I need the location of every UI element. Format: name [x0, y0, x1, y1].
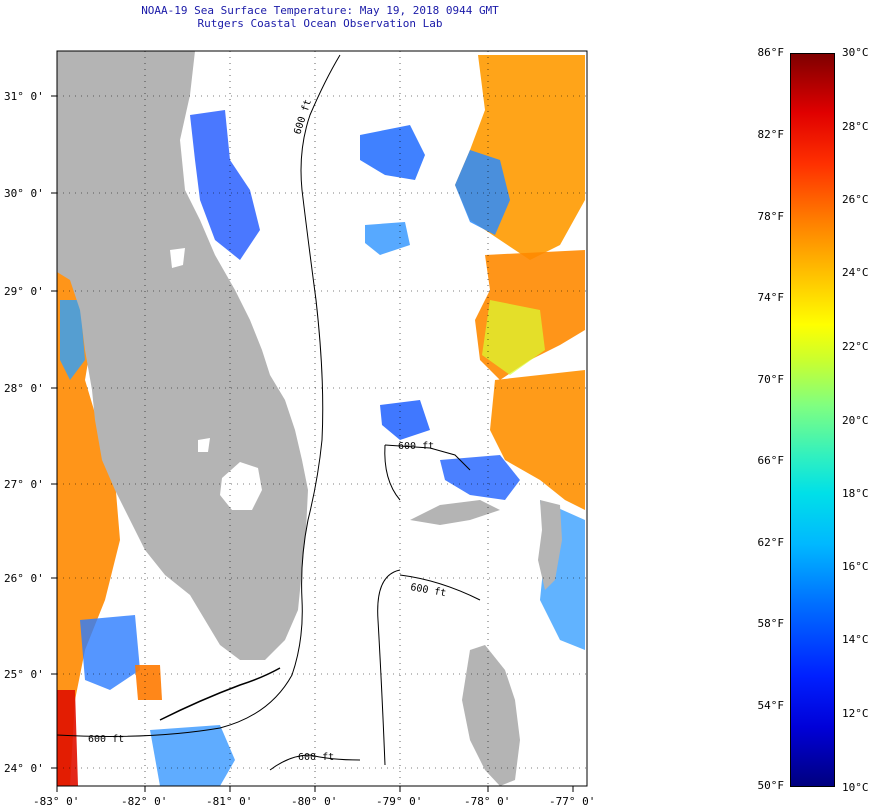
map-title: NOAA-19 Sea Surface Temperature: May 19,… [141, 4, 499, 17]
sst-patch-atlantic-mid-yellow [482, 300, 545, 375]
colorbar-f-label: 74°F [757, 291, 785, 304]
lon-tick-label: -77° 0' [549, 795, 595, 808]
abaco-land [538, 500, 562, 590]
sst-patch-offshore-small [365, 222, 410, 255]
colorbar-f-label: 62°F [757, 536, 785, 549]
colorbar-c-label: 22°C [842, 340, 869, 353]
lon-tick-label: -79° 0' [376, 795, 422, 808]
colorbar-f-label: 58°F [757, 617, 785, 630]
sst-patch-bahamas-north [440, 455, 520, 500]
contour-label: 600 ft [398, 441, 434, 452]
map-subtitle: Rutgers Coastal Ocean Observation Lab [197, 17, 443, 30]
sst-data-layer [57, 55, 585, 786]
lat-tick-label: 31° 0' [4, 90, 44, 103]
map-content: 600 ft 600 ft 600 ft 600 ft 600 ft [57, 51, 587, 786]
andros-land [462, 645, 520, 786]
lat-tick-label: 26° 0' [4, 572, 44, 585]
map-frame [56, 50, 588, 787]
axis-ticks [51, 95, 574, 792]
colorbar-f-label: 66°F [757, 454, 785, 467]
sst-patch-atlantic-north-cool [455, 150, 510, 235]
colorbar-c-label: 12°C [842, 707, 869, 720]
colorbar-c-label: 16°C [842, 560, 869, 573]
colorbar-f-label: 70°F [757, 373, 785, 386]
colorbar-f-label: 50°F [757, 779, 785, 792]
lat-tick-label: 27° 0' [4, 478, 44, 491]
colorbar-f-label: 86°F [757, 46, 785, 59]
sst-patch-gulf-east-coast [57, 270, 120, 786]
sst-patch-gulf-cool [60, 300, 85, 380]
contour-600ft-keys [269, 754, 361, 771]
colorbar-c-label: 10°C [842, 781, 869, 794]
contour-600ft-south-b [399, 574, 481, 601]
lon-tick-label: -81° 0' [206, 795, 252, 808]
colorbar-c-label: 30°C [842, 46, 869, 59]
inland-lake [198, 438, 210, 452]
contour-label: 600 ft [88, 734, 124, 745]
lon-tick-label: -82° 0' [121, 795, 167, 808]
colorbar-c-label: 28°C [842, 120, 869, 133]
depth-contours [57, 54, 481, 771]
colorbar-c-label: 20°C [842, 414, 869, 427]
temperature-colorbar [790, 53, 835, 787]
lat-tick-label: 29° 0' [4, 285, 44, 298]
colorbar-c-label: 18°C [842, 487, 869, 500]
contour-600ft-south [377, 569, 401, 766]
sst-patch-atlantic-south [490, 370, 585, 510]
sst-patch-keys-east [150, 725, 235, 786]
contour-600ft-east [57, 54, 341, 737]
florida-keys [159, 667, 281, 721]
sst-patch-ne-florida-coast [190, 110, 260, 260]
lon-tick-label: -83° 0' [33, 795, 79, 808]
sst-patch-mid-strait [380, 400, 430, 440]
inland-lake [170, 248, 185, 268]
sst-patch-straits-blue [360, 125, 425, 180]
lat-tick-label: 25° 0' [4, 668, 44, 681]
lat-tick-label: 24° 0' [4, 762, 44, 775]
colorbar-c-label: 26°C [842, 193, 869, 206]
lake-okeechobee [220, 462, 262, 510]
lon-tick-label: -78° 0' [464, 795, 510, 808]
lat-tick-label: 28° 0' [4, 382, 44, 395]
colorbar-f-label: 54°F [757, 699, 785, 712]
contour-600ft-bahamas [384, 444, 471, 471]
colorbar-f-label: 82°F [757, 128, 785, 141]
lon-tick-label: -80° 0' [291, 795, 337, 808]
sst-patch-keys-orange [135, 665, 162, 700]
sst-patch-gulf-south-red [57, 690, 78, 786]
colorbar-f-label: 78°F [757, 210, 785, 223]
colorbar-c-label: 14°C [842, 633, 869, 646]
lat-tick-label: 30° 0' [4, 187, 44, 200]
contour-label: 600 ft [292, 98, 314, 136]
contour-label: 600 ft [298, 752, 334, 763]
grand-bahama-land [410, 500, 500, 525]
sst-map: 600 ft 600 ft 600 ft 600 ft 600 ft -83° … [4, 50, 595, 808]
colorbar-c-label: 24°C [842, 266, 869, 279]
contour-600ft-bahamas-loop [384, 444, 401, 501]
sst-patch-gulf-midwest [80, 615, 140, 690]
